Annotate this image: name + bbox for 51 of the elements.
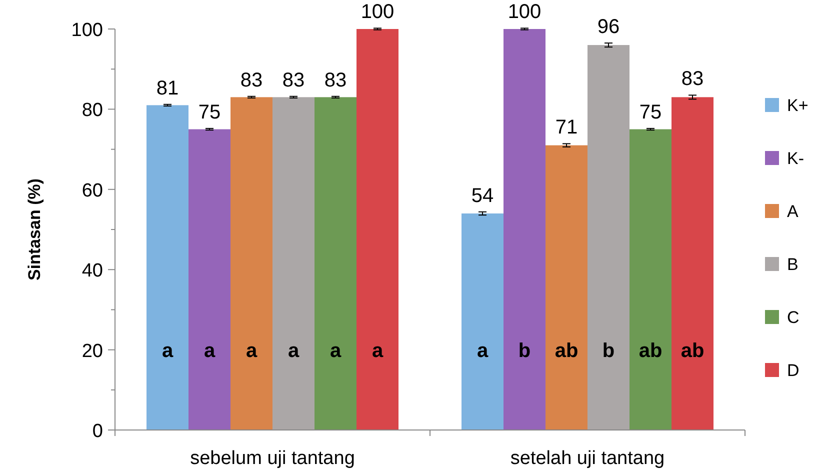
annotation: ab bbox=[638, 340, 662, 362]
data-label: 75 bbox=[639, 101, 662, 124]
bar bbox=[356, 29, 398, 430]
bar bbox=[188, 129, 230, 430]
legend-label: D bbox=[787, 361, 800, 380]
data-label: 83 bbox=[240, 69, 263, 92]
bar bbox=[146, 105, 188, 430]
bar bbox=[504, 29, 546, 430]
annotation: a bbox=[204, 340, 216, 362]
annotation: a bbox=[330, 340, 342, 362]
bar bbox=[672, 97, 714, 430]
annotation: a bbox=[372, 340, 384, 362]
x-tick-label: setelah uji tantang bbox=[510, 448, 665, 469]
y-tick-label: 0 bbox=[92, 421, 103, 442]
annotation: a bbox=[246, 340, 258, 362]
annotation: a bbox=[288, 340, 300, 362]
annotation: a bbox=[476, 340, 489, 362]
bar bbox=[314, 97, 356, 430]
annotation: b bbox=[518, 340, 531, 362]
bar bbox=[462, 213, 504, 430]
data-label: 100 bbox=[508, 1, 542, 24]
y-tick-label: 80 bbox=[82, 100, 103, 122]
y-tick-label: 20 bbox=[82, 340, 103, 362]
y-tick-label: 40 bbox=[82, 260, 103, 282]
annotation: ab bbox=[680, 340, 704, 362]
x-tick-label: sebelum uji tantang bbox=[190, 448, 355, 469]
legend-label: A bbox=[787, 202, 799, 221]
data-label: 96 bbox=[597, 16, 620, 38]
annotation: ab bbox=[554, 340, 578, 362]
data-label: 83 bbox=[324, 69, 347, 92]
bar bbox=[630, 129, 672, 430]
data-label: 100 bbox=[360, 1, 394, 24]
data-label: 75 bbox=[198, 101, 221, 124]
bar bbox=[588, 45, 630, 430]
legend-label: K- bbox=[787, 149, 804, 168]
data-label: 71 bbox=[555, 116, 578, 139]
data-label: 81 bbox=[156, 77, 179, 100]
bar bbox=[546, 145, 588, 430]
data-label: 54 bbox=[471, 184, 494, 207]
annotation: a bbox=[162, 340, 174, 362]
data-label: 83 bbox=[282, 69, 305, 92]
legend-label: C bbox=[787, 308, 800, 327]
y-tick-label: 100 bbox=[71, 20, 103, 41]
legend-label: K+ bbox=[787, 96, 808, 115]
y-tick-label: 60 bbox=[82, 180, 103, 202]
bar bbox=[230, 97, 272, 430]
y-axis-title: Sintasan (%) bbox=[25, 178, 44, 281]
legend-label: B bbox=[787, 255, 798, 274]
bar bbox=[272, 97, 314, 430]
annotation: b bbox=[602, 340, 615, 362]
data-label: 83 bbox=[681, 68, 704, 90]
